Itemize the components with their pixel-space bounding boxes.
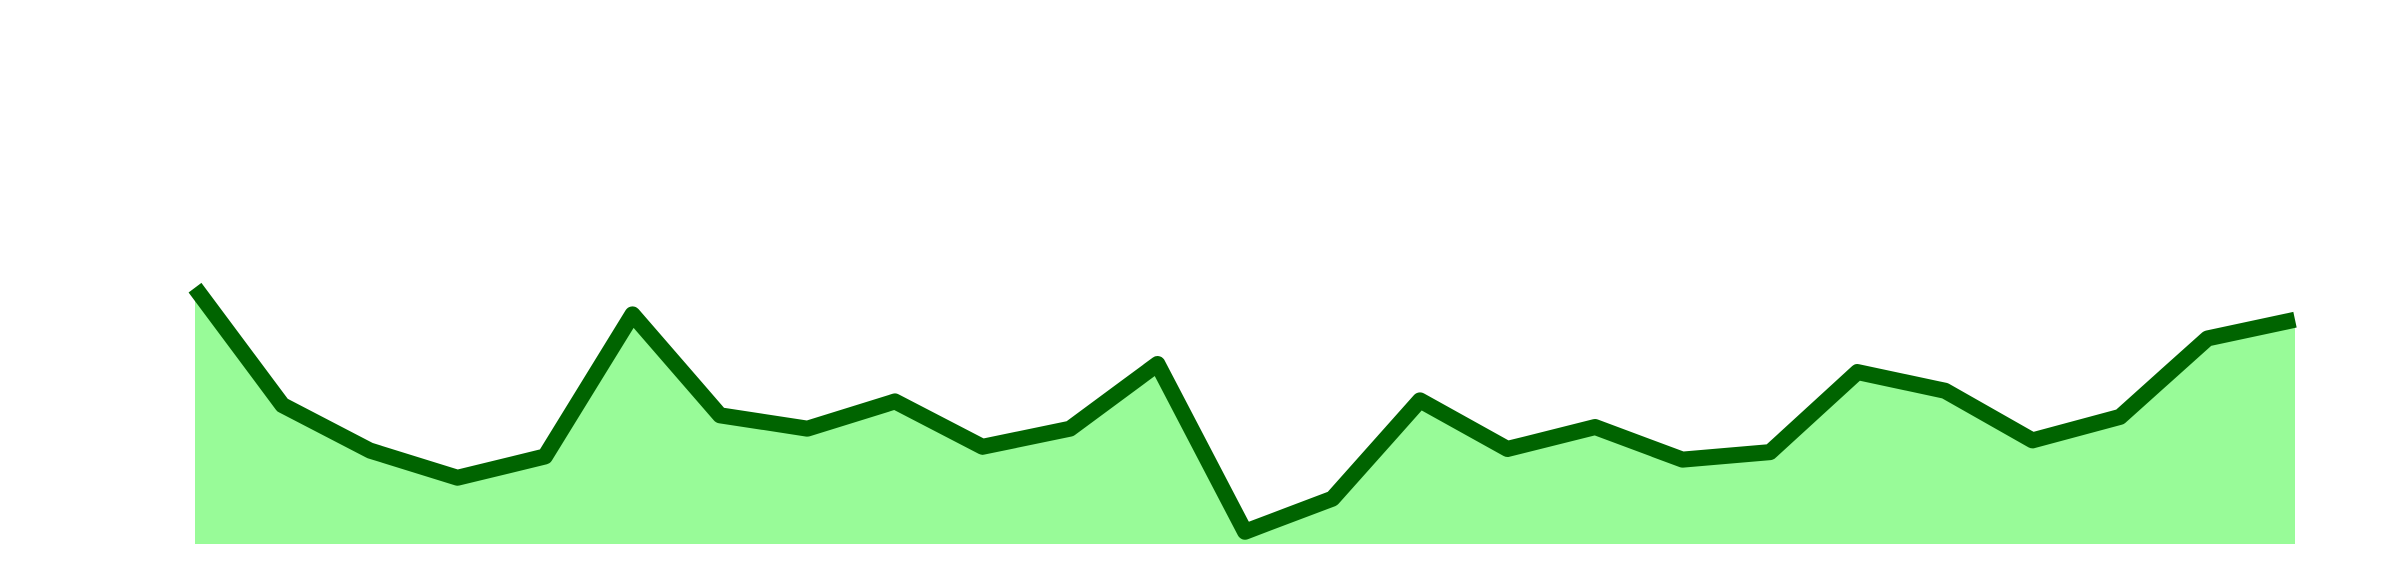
- area-layer: [195, 287, 2295, 544]
- area-fill: [195, 287, 2295, 544]
- line-layer: [188, 282, 2297, 540]
- series-line: [188, 282, 2297, 540]
